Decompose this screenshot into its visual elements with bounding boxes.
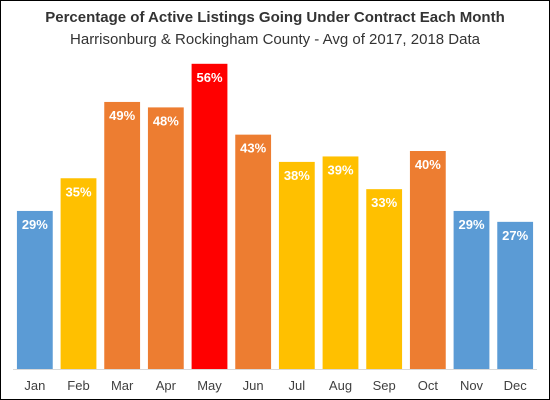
bar-feb — [60, 178, 97, 369]
x-tick-label-jun: Jun — [243, 378, 264, 393]
data-label-apr: 48% — [153, 113, 179, 128]
bar-oct — [409, 151, 446, 369]
x-tick-label-apr: Apr — [156, 378, 177, 393]
data-label-nov: 29% — [458, 217, 484, 232]
x-tick-label-feb: Feb — [67, 378, 89, 393]
bar-aug — [322, 156, 359, 369]
x-tick-label-dec: Dec — [504, 378, 528, 393]
x-tick-label-nov: Nov — [460, 378, 484, 393]
data-label-dec: 27% — [502, 228, 528, 243]
bar-may — [191, 63, 228, 370]
x-tick-label-oct: Oct — [418, 378, 439, 393]
bar-dec — [497, 221, 534, 369]
bar-nov — [453, 210, 490, 369]
data-label-may: 56% — [196, 70, 222, 85]
x-tick-label-jul: Jul — [289, 378, 306, 393]
bar-mar — [104, 101, 141, 369]
data-label-oct: 40% — [415, 157, 441, 172]
bar-apr — [147, 107, 184, 370]
x-tick-label-aug: Aug — [329, 378, 352, 393]
data-label-jun: 43% — [240, 141, 266, 156]
data-label-sep: 33% — [371, 195, 397, 210]
bar-jan — [16, 210, 53, 369]
bar-jun — [235, 134, 272, 369]
chart-subtitle: Harrisonburg & Rockingham County - Avg o… — [70, 31, 480, 48]
data-label-jul: 38% — [284, 168, 310, 183]
bar-jul — [278, 161, 315, 369]
x-tick-label-sep: Sep — [373, 378, 396, 393]
data-label-mar: 49% — [109, 108, 135, 123]
bar-sep — [366, 189, 403, 369]
data-label-feb: 35% — [65, 184, 91, 199]
chart-title: Percentage of Active Listings Going Unde… — [45, 9, 505, 26]
data-label-jan: 29% — [22, 217, 48, 232]
x-tick-label-mar: Mar — [111, 378, 134, 393]
x-tick-label-jan: Jan — [24, 378, 45, 393]
data-label-aug: 39% — [327, 162, 353, 177]
x-tick-label-may: May — [197, 378, 222, 393]
